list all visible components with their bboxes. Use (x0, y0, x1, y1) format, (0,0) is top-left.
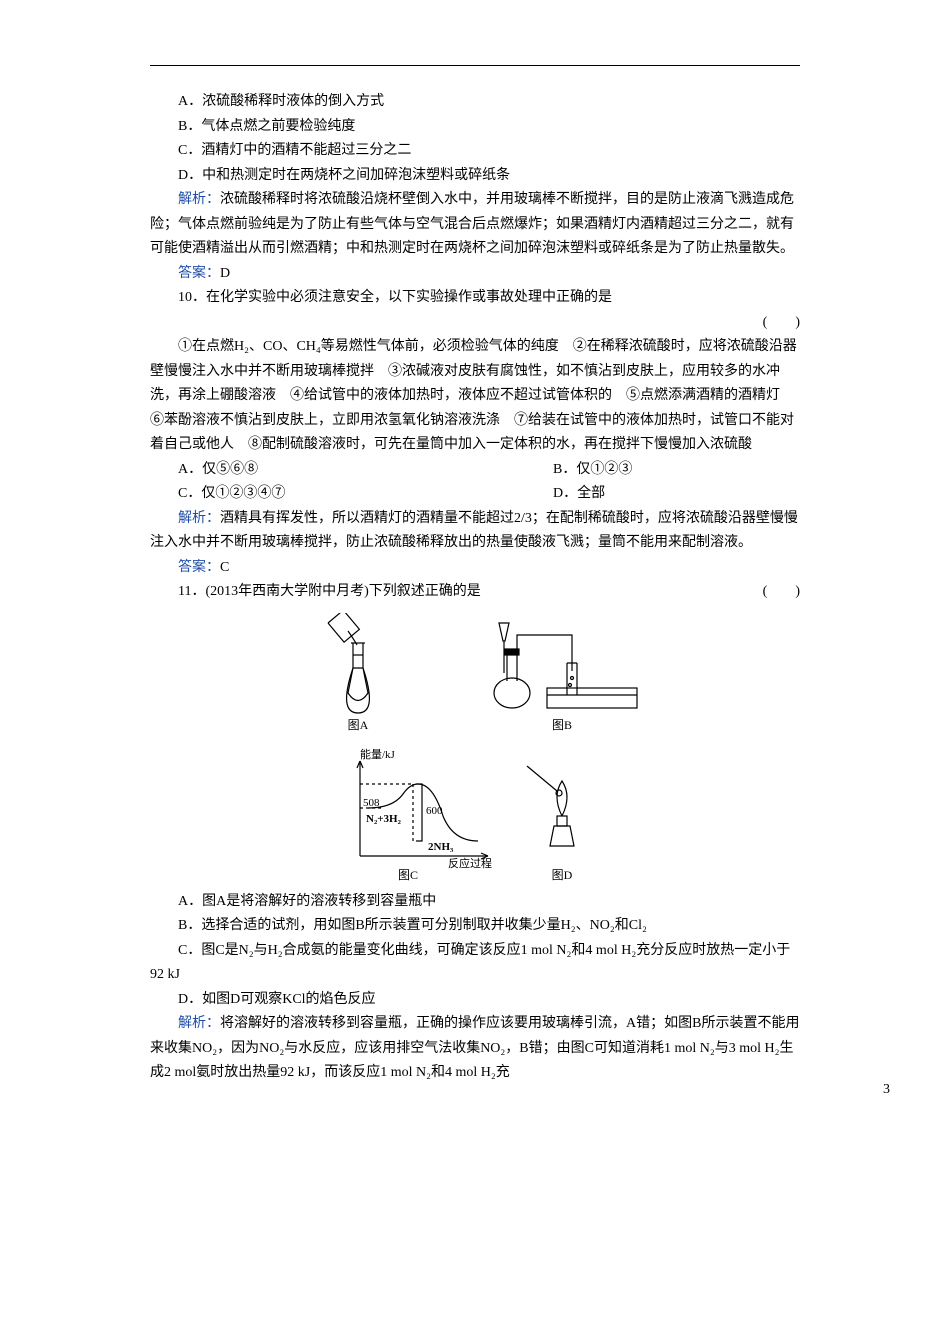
q9-option-d: D．中和热测定时在两烧杯之间加碎泡沫塑料或碎纸条 (150, 164, 800, 189)
q9-answer: 答案：D (150, 262, 800, 287)
figures-cd-container: 能量/kJ 508 600 N₂+3H₂ 2NH₃ 反应过程 图C 图D (150, 746, 800, 886)
q11-option-a: A．图A是将溶解好的溶液转移到容量瓶中 (150, 890, 800, 915)
q10-answer-text: C (220, 560, 229, 575)
q10-options-row2: C．仅①②③④⑦ D．全部 (150, 482, 800, 507)
q9-option-a: A．浓硫酸稀释时液体的倒入方式 (150, 90, 800, 115)
chart-x-label: 反应过程 (448, 856, 492, 870)
page-number: 3 (883, 1082, 890, 1098)
q10-option-a: A．仅⑤⑥⑧ (150, 458, 425, 483)
q11-option-d: D．如图D可观察KCl的焰色反应 (150, 988, 800, 1013)
q10-body: ①在点燃H₂、CO、CH₄等易燃性气体前，必须检验气体的纯度 ②在稀释浓硫酸时，… (150, 335, 800, 458)
figure-c-label: 图C (398, 868, 418, 881)
q10-bracket: ( ) (150, 311, 800, 336)
figure-b-label: 图B (552, 718, 572, 732)
q9-explanation-text: 浓硫酸稀释时将浓硫酸沿烧杯壁倒入水中，并用玻璃棒不断搅拌，目的是防止液滴飞溅造成… (150, 192, 794, 256)
q10-stem: 10．在化学实验中必须注意安全，以下实验操作或事故处理中正确的是 (150, 286, 800, 311)
chart-products: 2NH₃ (428, 841, 454, 853)
q10-explanation-text: 酒精具有挥发性，所以酒精灯的酒精量不能超过2/3；在配制稀硫酸时，应将浓硫酸沿器… (150, 511, 798, 551)
q11-stem: 11．(2013年西南大学附中月考)下列叙述正确的是 (178, 584, 481, 599)
q9-explanation: 解析：浓硫酸稀释时将浓硫酸沿烧杯壁倒入水中，并用玻璃棒不断搅拌，目的是防止液滴飞… (150, 188, 800, 262)
figure-b: 图B (477, 613, 647, 733)
q11-bracket: ( ) (735, 580, 800, 605)
q10-option-b: B．仅①②③ (425, 458, 800, 483)
figure-a: 图A (303, 613, 413, 733)
q10-option-c: C．仅①②③④⑦ (150, 482, 425, 507)
figure-d: 图D (512, 746, 612, 881)
q11-option-c: C．图C是N₂与H₂合成氨的能量变化曲线，可确定该反应1 mol N₂和4 mo… (150, 939, 800, 988)
explanation-label: 解析： (178, 511, 220, 526)
q10-options-row1: A．仅⑤⑥⑧ B．仅①②③ (150, 458, 800, 483)
q11-explanation-text: 将溶解好的溶液转移到容量瓶，正确的操作应该要用玻璃棒引流，A错；如图B所示装置不… (150, 1016, 799, 1080)
q10-explanation: 解析：酒精具有挥发性，所以酒精灯的酒精量不能超过2/3；在配制稀硫酸时，应将浓硫… (150, 507, 800, 556)
explanation-label: 解析： (178, 1016, 220, 1031)
q11-explanation: 解析：将溶解好的溶液转移到容量瓶，正确的操作应该要用玻璃棒引流，A错；如图B所示… (150, 1012, 800, 1086)
chart-reactants: N₂+3H₂ (366, 813, 402, 825)
explanation-label: 解析： (178, 192, 220, 207)
q11-stem-row: 11．(2013年西南大学附中月考)下列叙述正确的是 ( ) (150, 580, 800, 605)
chart-y-label: 能量/kJ (360, 747, 396, 761)
figure-d-label: 图D (552, 868, 573, 881)
header-rule (150, 65, 800, 66)
q10-answer: 答案：C (150, 556, 800, 581)
chart-600: 600 (426, 805, 443, 817)
q9-option-c: C．酒精灯中的酒精不能超过三分之二 (150, 139, 800, 164)
q11-option-b: B．选择合适的试剂，用如图B所示装置可分别制取并收集少量H₂、NO₂和Cl₂ (150, 914, 800, 939)
chart-508: 508 (363, 797, 380, 809)
answer-label: 答案： (178, 266, 220, 281)
q9-answer-text: D (220, 266, 230, 281)
figure-c-chart: 能量/kJ 508 600 N₂+3H₂ 2NH₃ 反应过程 图C (338, 746, 508, 881)
figure-a-label: 图A (348, 718, 369, 732)
q10-option-d: D．全部 (425, 482, 800, 507)
answer-label: 答案： (178, 560, 220, 575)
figures-ab-container: 图A 图B (150, 613, 800, 738)
q9-option-b: B．气体点燃之前要检验纯度 (150, 115, 800, 140)
